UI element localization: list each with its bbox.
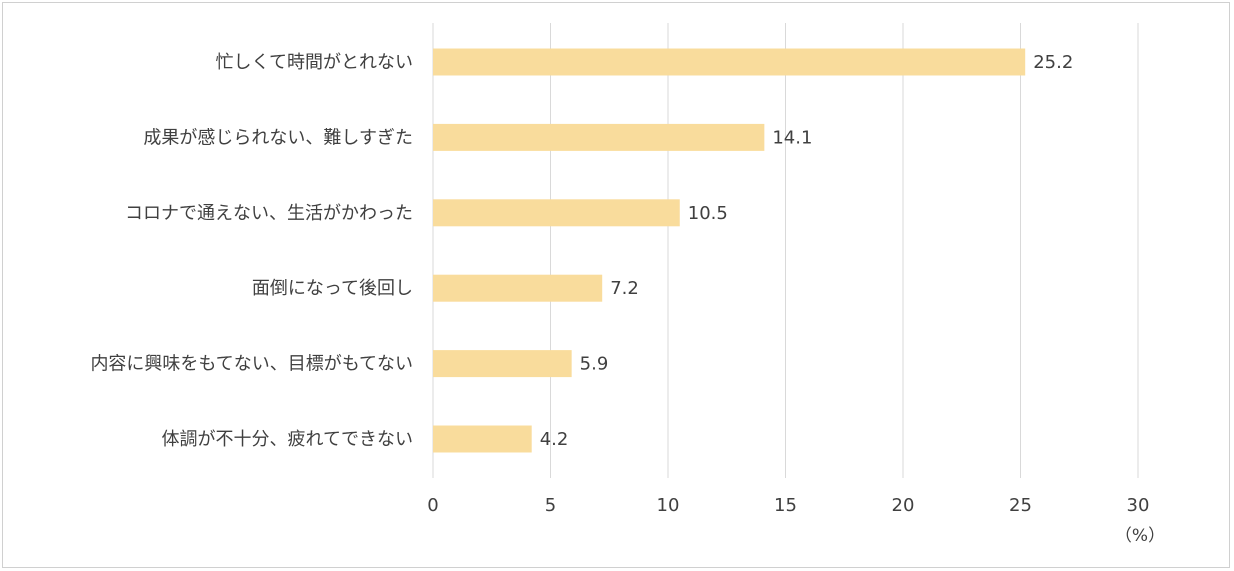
x-tick-label: 30	[1127, 495, 1150, 516]
data-label: 10.5	[688, 203, 728, 224]
bars	[433, 48, 1026, 453]
bar	[433, 48, 1026, 76]
category-label: 成果が感じられない、難しすぎた	[143, 127, 413, 148]
x-axis-ticks: 0 5 10 15 20 25 30	[427, 495, 1149, 516]
bar	[433, 123, 765, 151]
category-label: コロナで通えない、生活がかわった	[125, 203, 413, 224]
bar	[433, 350, 572, 378]
category-labels: 忙しくて時間がとれない成果が感じられない、難しすぎたコロナで通えない、生活がかわ…	[90, 52, 413, 450]
category-label: 体調が不十分、疲れてできない	[162, 429, 413, 450]
bar	[433, 425, 532, 453]
x-tick-label: 10	[657, 495, 680, 516]
category-label: 忙しくて時間がとれない	[216, 52, 413, 73]
bar-chart: 忙しくて時間がとれない成果が感じられない、難しすぎたコロナで通えない、生活がかわ…	[90, 23, 1165, 546]
bar	[433, 274, 603, 302]
x-tick-label: 15	[774, 495, 797, 516]
bar	[433, 199, 680, 227]
data-label: 25.2	[1033, 52, 1073, 73]
x-tick-label: 25	[1009, 495, 1032, 516]
data-label: 7.2	[610, 278, 639, 299]
x-axis-unit-label: （%）	[1115, 526, 1165, 546]
category-label: 内容に興味をもてない、目標がもてない	[90, 354, 413, 375]
category-label: 面倒になって後回し	[252, 278, 413, 299]
x-tick-label: 20	[892, 495, 915, 516]
data-label: 5.9	[580, 354, 609, 375]
x-tick-label: 0	[427, 495, 438, 516]
gridlines	[432, 23, 1139, 478]
x-tick-label: 5	[545, 495, 556, 516]
data-label: 4.2	[540, 429, 569, 450]
data-label: 14.1	[772, 127, 812, 148]
value-labels: 25.2 14.1 10.5 7.2 5.9 4.2	[540, 52, 1074, 450]
